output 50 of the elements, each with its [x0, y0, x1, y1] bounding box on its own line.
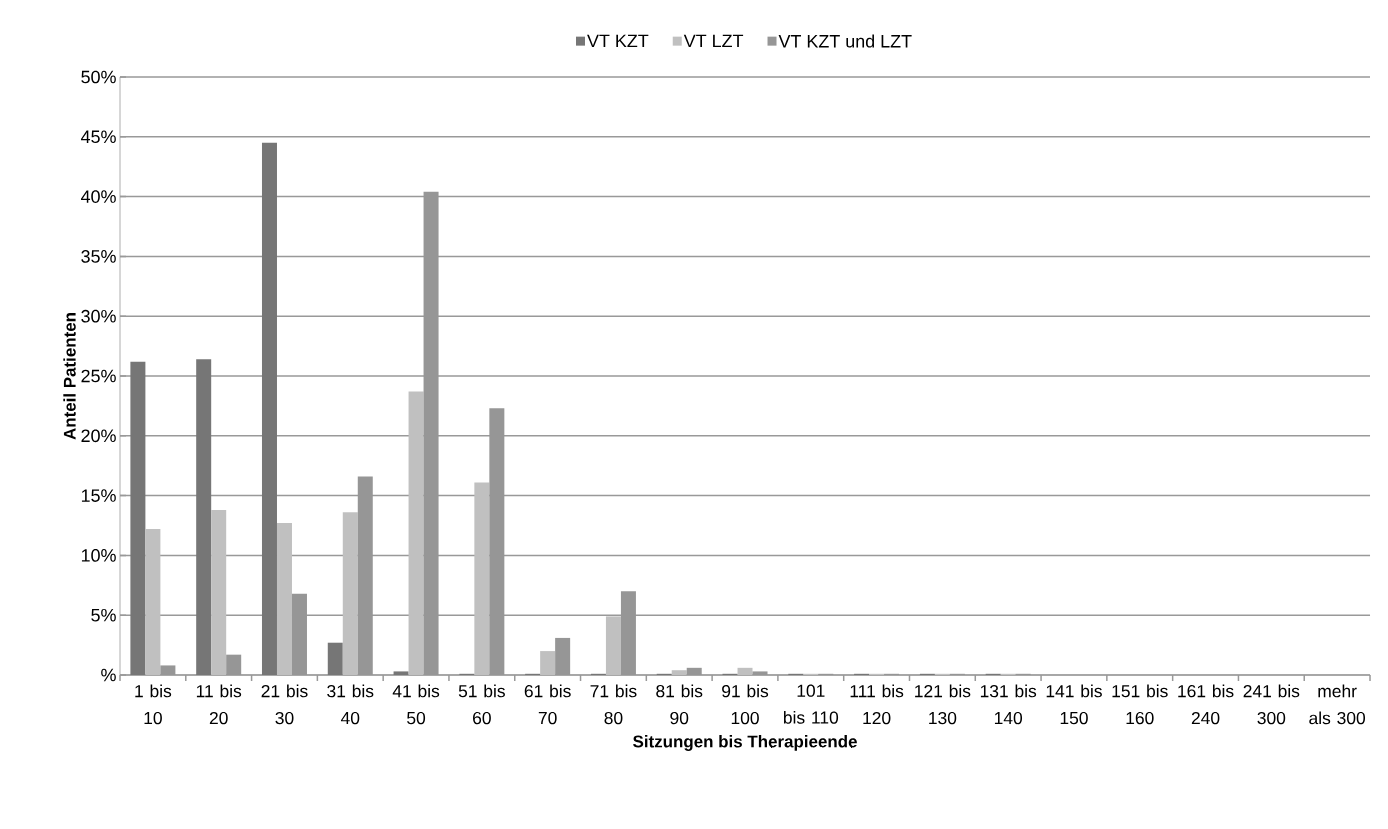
x-tick-label: 61 bis 70 — [524, 684, 571, 725]
x-tick-label: 21 bis 30 — [261, 684, 308, 725]
y-tick-label: 45% — [81, 130, 116, 144]
x-tick-label: 81 bis 90 — [656, 684, 703, 725]
y-tick-label: 35% — [81, 250, 116, 263]
y-tick-label: 40% — [81, 190, 116, 203]
y-tick-label: 15% — [81, 489, 116, 502]
x-tick-label: 141 bis 150 — [1046, 684, 1102, 725]
bar — [605, 616, 621, 675]
x-axis-title: Sitzungen bis Therapieende — [633, 735, 857, 751]
legend-label: VT LZT — [683, 34, 744, 48]
bar — [737, 667, 753, 675]
x-tick-label: 41 bis 50 — [392, 684, 440, 725]
legend-label: VT KZT — [587, 34, 649, 48]
bar — [393, 671, 409, 675]
x-tick-label: 71 bis 80 — [590, 684, 637, 725]
x-tick-label: 31 bis 40 — [327, 684, 374, 725]
x-tick-label: mehr als 300 — [1309, 684, 1366, 725]
y-tick-label: 5% — [91, 608, 116, 622]
y-tick-label: 30% — [81, 309, 116, 323]
bar — [145, 529, 161, 675]
x-tick-label: 241 bis 300 — [1243, 684, 1300, 725]
bar — [474, 482, 490, 675]
bar — [130, 361, 146, 675]
y-tick-label: 50% — [81, 70, 116, 84]
x-tick-label: 91 bis 100 — [722, 684, 769, 725]
bar — [671, 670, 687, 675]
x-tick-label: 1 bis 10 — [135, 684, 172, 725]
legend-label: VT KZT und LZT — [778, 34, 912, 48]
x-tick-label: 101 bis 110 — [783, 684, 839, 724]
bar — [408, 391, 424, 675]
bar — [342, 512, 358, 675]
x-tick-label: 151 bis 160 — [1112, 684, 1168, 725]
bar — [276, 523, 292, 675]
x-tick-label: 131 bis 140 — [980, 684, 1037, 725]
y-tick-label: % — [101, 668, 116, 682]
bar — [327, 642, 343, 675]
bar — [261, 142, 277, 675]
x-tick-label: 111 bis 120 — [850, 684, 904, 725]
bar — [196, 359, 212, 675]
y-tick-label: 20% — [81, 429, 116, 443]
x-tick-label: 121 bis 130 — [915, 684, 971, 725]
bar — [211, 509, 227, 675]
y-axis-title: Anteil Patienten — [63, 313, 76, 440]
x-tick-label: 51 bis 60 — [458, 684, 505, 725]
x-tick-label: 11 bis 20 — [196, 684, 242, 725]
y-tick-label: 25% — [81, 369, 116, 383]
x-tick-label: 161 bis 240 — [1178, 684, 1234, 725]
y-tick-label: 10% — [81, 549, 116, 562]
bar — [540, 651, 556, 675]
